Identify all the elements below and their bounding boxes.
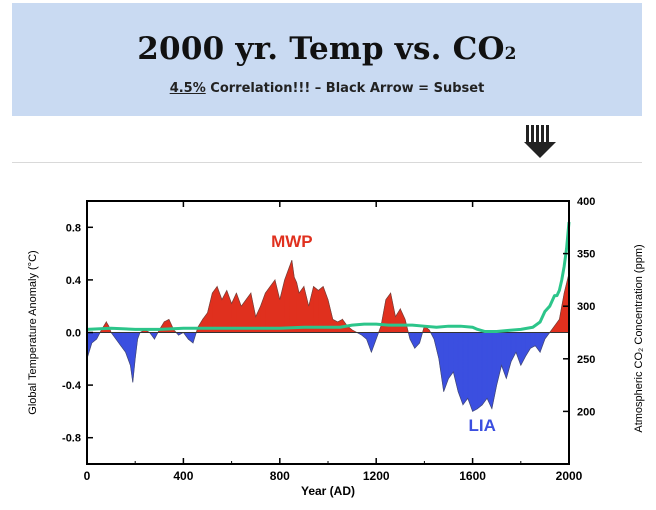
y-right-tick-label: 200 xyxy=(577,406,595,418)
cool-anomaly-area xyxy=(86,332,551,412)
banner-title-main: 2000 yr. Temp vs. CO xyxy=(137,31,505,67)
banner-title-subscript: 2 xyxy=(504,44,517,64)
plot-fills xyxy=(86,260,570,412)
x-tick-label: 2000 xyxy=(556,469,583,483)
y-left-tick-label: 0.0 xyxy=(66,328,81,340)
y-right-axis-label: Atmospheric CO₂ Concentration (ppm) xyxy=(633,244,645,432)
plot-text: 0 400 800 1200 1600 2000 0.8 0.4 0.0 -0.4 -0.8 400 3… xyxy=(27,196,645,498)
x-tick-label: 400 xyxy=(173,469,193,483)
y-left-tick-label: -0.4 xyxy=(62,380,82,392)
y-left-tick-label: -0.8 xyxy=(62,433,81,445)
y-right-tick-label: 350 xyxy=(577,249,595,261)
plot-axes xyxy=(86,200,570,465)
banner-title: 2000 yr. Temp vs. CO2 xyxy=(12,31,642,67)
banner-subtitle: 4.5% Correlation!!! – Black Arrow = Subs… xyxy=(12,81,642,96)
down-arrow-icon xyxy=(524,125,556,158)
lia-annotation: LIA xyxy=(469,416,496,435)
y-left-axis-label: Global Temperature Anomaly (°C) xyxy=(27,250,39,414)
y-right-tick-label: 250 xyxy=(577,354,595,366)
y-right-tick-label: 400 xyxy=(577,196,595,208)
x-tick-label: 800 xyxy=(270,469,290,483)
y-left-tick-label: 0.8 xyxy=(66,222,81,234)
plot-lines xyxy=(86,221,571,412)
x-tick-label: 1200 xyxy=(363,469,390,483)
mwp-annotation: MWP xyxy=(271,232,313,251)
x-tick-label: 0 xyxy=(84,469,91,483)
correlation-percent: 4.5% xyxy=(169,81,206,96)
co2-concentration-line xyxy=(86,221,571,333)
y-right-tick-label: 300 xyxy=(577,301,595,313)
y-left-tick-label: 0.4 xyxy=(66,275,82,287)
x-tick-label: 1600 xyxy=(459,469,486,483)
temperature-co2-chart: 0 400 800 1200 1600 2000 0.8 0.4 0.0 -0.4 -0.8 400 3… xyxy=(27,196,645,498)
title-banner: 2000 yr. Temp vs. CO2 4.5% Correlation!!… xyxy=(12,3,642,116)
banner-subtitle-rest: Correlation!!! – Black Arrow = Subset xyxy=(205,81,485,96)
x-axis-label: Year (AD) xyxy=(301,484,355,498)
warm-anomaly-area xyxy=(99,260,570,333)
separator-line xyxy=(12,162,642,163)
